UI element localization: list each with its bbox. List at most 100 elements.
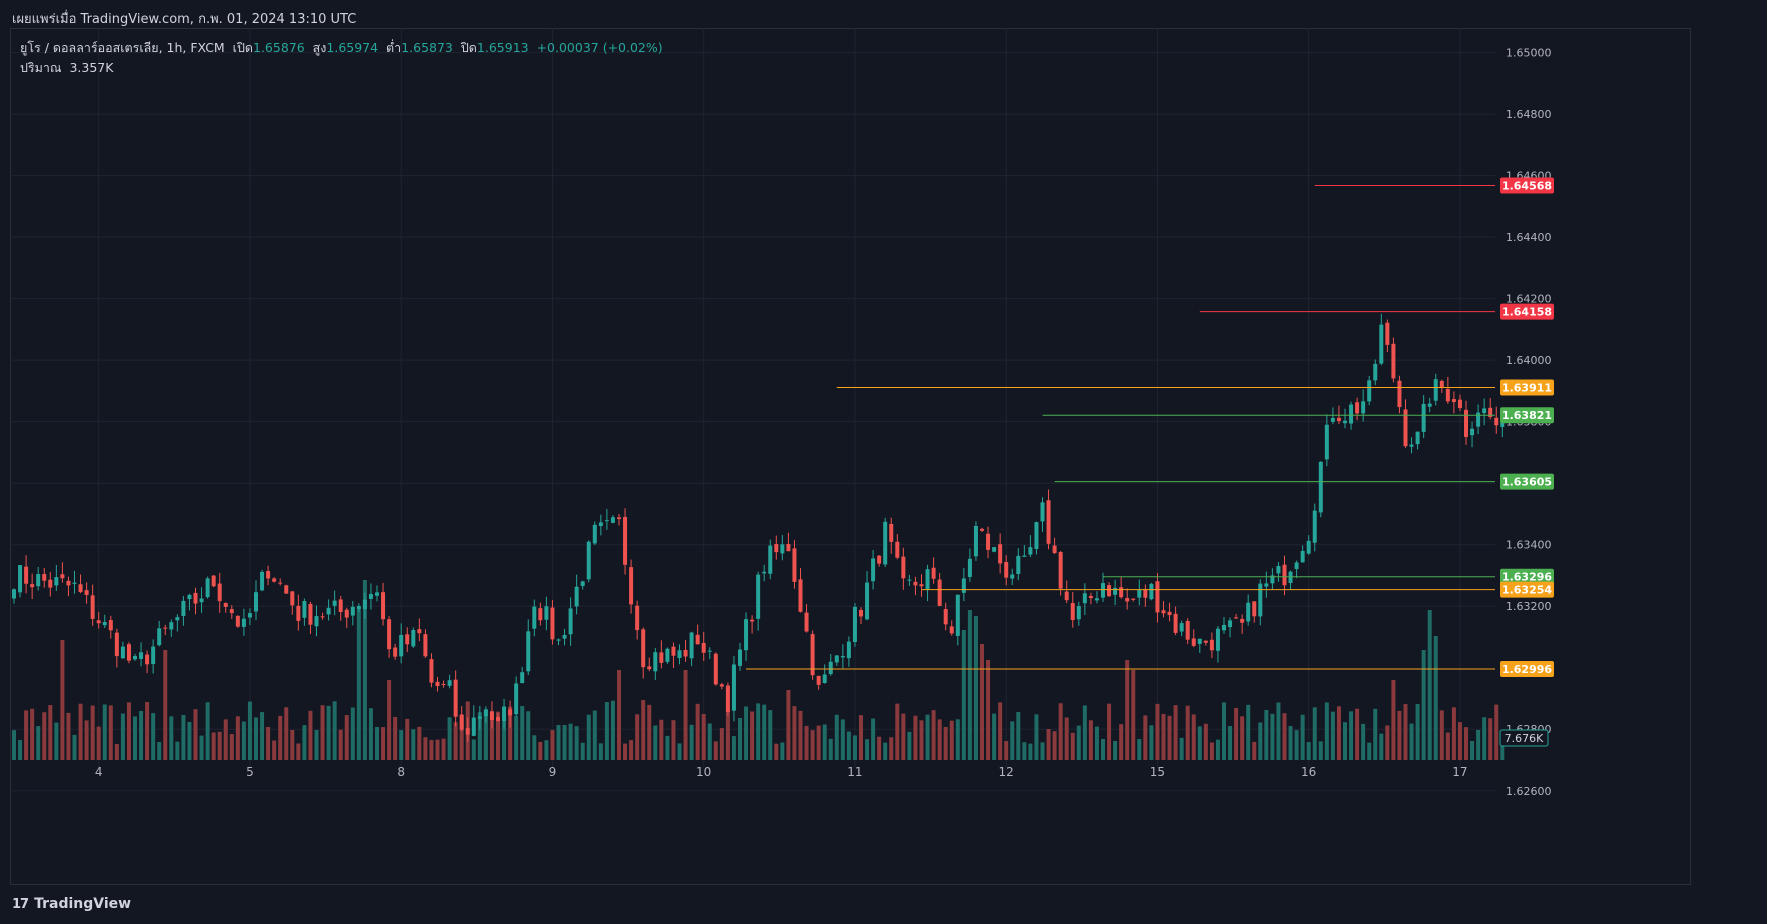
volume-bar bbox=[1125, 660, 1130, 760]
candle-body bbox=[1288, 571, 1293, 583]
candle-body bbox=[514, 683, 519, 715]
tradingview-logo[interactable]: 17 TradingView bbox=[12, 896, 131, 912]
volume-bar bbox=[913, 715, 918, 760]
candle-body bbox=[967, 558, 972, 577]
candle-body bbox=[272, 578, 277, 582]
volume-bar bbox=[1101, 738, 1105, 760]
volume-bar bbox=[550, 730, 555, 760]
volume-bar bbox=[1143, 715, 1148, 760]
candle-body bbox=[459, 714, 464, 730]
volume-bar bbox=[381, 727, 386, 760]
volume-bar bbox=[344, 715, 349, 760]
candle-body bbox=[381, 592, 386, 620]
volume-bar bbox=[1415, 703, 1420, 760]
volume-bar bbox=[659, 719, 664, 760]
volume-bar bbox=[949, 720, 954, 760]
candle-body bbox=[344, 609, 349, 618]
price-tag bbox=[1500, 379, 1554, 396]
volume-bar bbox=[804, 725, 809, 760]
volume-bar bbox=[895, 703, 900, 760]
volume-bar bbox=[1409, 723, 1414, 760]
horizontal-levels bbox=[746, 184, 1495, 670]
volume-bar bbox=[508, 706, 513, 760]
price-tag-label: 1.64568 bbox=[1502, 179, 1552, 192]
volume-bar bbox=[139, 710, 144, 760]
volume-bar bbox=[30, 708, 35, 760]
low-label: ต่ำ bbox=[386, 40, 402, 55]
high-label: สูง bbox=[312, 40, 327, 55]
volume-bar bbox=[205, 702, 210, 760]
volume-bar bbox=[725, 712, 730, 760]
volume-bar bbox=[883, 742, 888, 760]
candle-body bbox=[1385, 322, 1390, 345]
candle-body bbox=[973, 525, 978, 557]
volume-bar bbox=[1076, 725, 1081, 760]
volume-bar bbox=[36, 726, 41, 760]
volume-bar bbox=[907, 731, 912, 760]
volume-value: 3.357K bbox=[69, 60, 114, 75]
candle-body bbox=[1064, 591, 1069, 601]
candle-body bbox=[471, 717, 476, 736]
candle-body bbox=[175, 617, 180, 621]
volume-bar bbox=[1421, 650, 1426, 760]
volume-bar bbox=[96, 726, 101, 760]
candle-body bbox=[1488, 407, 1493, 418]
candle-body bbox=[502, 706, 507, 721]
volume-bar bbox=[556, 724, 561, 760]
volume-bar bbox=[689, 724, 694, 760]
volume-bar bbox=[1276, 702, 1281, 760]
candle-body bbox=[181, 600, 186, 616]
volume-bar bbox=[617, 670, 621, 760]
volume-bar bbox=[145, 701, 150, 760]
candle-body bbox=[883, 521, 888, 565]
volume-bar bbox=[217, 731, 222, 760]
candle-body bbox=[1101, 583, 1105, 598]
volume-bar bbox=[780, 742, 785, 760]
candle-body bbox=[629, 567, 634, 605]
volume-bar bbox=[665, 735, 670, 760]
chart-pane[interactable] bbox=[10, 28, 1691, 885]
volume-bar bbox=[707, 723, 712, 760]
volume-bar bbox=[114, 743, 119, 760]
candle-body bbox=[1234, 617, 1239, 619]
volume-bar bbox=[496, 711, 500, 760]
volume-bar bbox=[235, 716, 240, 760]
candle-body bbox=[695, 634, 700, 645]
volume-bar bbox=[610, 700, 615, 760]
candle-body bbox=[834, 655, 839, 663]
volume-bar bbox=[108, 705, 113, 760]
price-tag-label: 1.64158 bbox=[1502, 306, 1552, 319]
volume-bar bbox=[792, 706, 797, 760]
volume-bar bbox=[393, 716, 398, 760]
volume-bar bbox=[1022, 742, 1027, 760]
price-tag-label: 1.63605 bbox=[1502, 476, 1552, 489]
symbol-label[interactable]: ยูโร / ดอลลาร์ออสเตรเลีย, 1h, FXCM bbox=[20, 40, 225, 55]
volume-bar bbox=[1209, 742, 1214, 760]
candle-body bbox=[852, 606, 857, 643]
volume-bar bbox=[78, 703, 83, 760]
candle-body bbox=[1149, 583, 1154, 600]
candle-body bbox=[604, 520, 609, 522]
volume-bar bbox=[731, 736, 736, 760]
candle-body bbox=[429, 659, 434, 683]
candle-body bbox=[247, 613, 252, 618]
candle-body bbox=[78, 584, 83, 592]
candle-body bbox=[919, 584, 924, 587]
volume-bar bbox=[623, 743, 628, 760]
candle-body bbox=[332, 600, 337, 606]
price-tag bbox=[1500, 660, 1554, 677]
candle-body bbox=[1028, 547, 1033, 555]
candle-body bbox=[701, 642, 706, 653]
candle-body bbox=[1215, 628, 1220, 651]
candle-body bbox=[1276, 565, 1281, 574]
volume-legend: ปริมาณ 3.357K bbox=[20, 58, 113, 78]
close-label: ปิด bbox=[460, 40, 477, 55]
candle-body bbox=[1203, 640, 1208, 643]
volume-bar bbox=[1197, 726, 1202, 760]
candle-body bbox=[199, 598, 204, 603]
candle-body bbox=[405, 634, 410, 645]
candle-body bbox=[60, 574, 65, 579]
volume-bar bbox=[1064, 717, 1069, 760]
candle-body bbox=[489, 711, 494, 720]
